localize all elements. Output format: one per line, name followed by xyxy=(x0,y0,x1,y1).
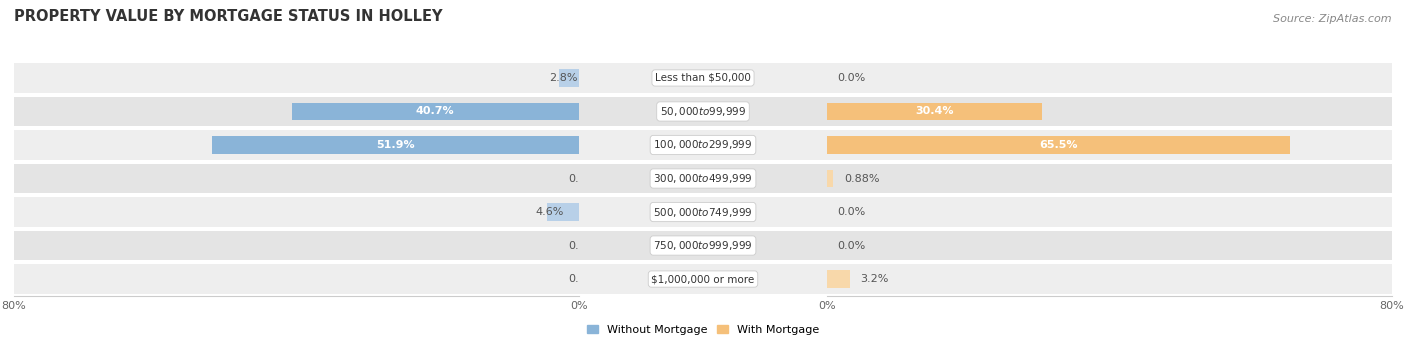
Bar xyxy=(0,97,1406,126)
Bar xyxy=(560,69,579,87)
Bar xyxy=(827,136,1289,154)
Bar xyxy=(291,103,579,120)
Bar xyxy=(0,97,1406,126)
Bar xyxy=(0,198,1406,226)
Bar xyxy=(0,131,1406,159)
Text: 0.0%: 0.0% xyxy=(568,240,596,251)
Bar xyxy=(0,131,1406,159)
Text: 0.0%: 0.0% xyxy=(568,173,596,184)
Bar xyxy=(0,63,1406,92)
Bar xyxy=(0,63,1406,92)
Text: $100,000 to $299,999: $100,000 to $299,999 xyxy=(654,138,752,152)
Bar xyxy=(827,270,849,288)
Text: $300,000 to $499,999: $300,000 to $499,999 xyxy=(654,172,752,185)
Text: 51.9%: 51.9% xyxy=(377,140,415,150)
Text: 0.0%: 0.0% xyxy=(838,240,866,251)
Bar xyxy=(212,136,579,154)
Legend: Without Mortgage, With Mortgage: Without Mortgage, With Mortgage xyxy=(582,320,824,339)
Text: $50,000 to $99,999: $50,000 to $99,999 xyxy=(659,105,747,118)
Bar xyxy=(827,103,1042,120)
Bar xyxy=(0,131,1406,159)
Text: 2.8%: 2.8% xyxy=(548,73,576,83)
Text: 3.2%: 3.2% xyxy=(860,274,889,284)
Text: PROPERTY VALUE BY MORTGAGE STATUS IN HOLLEY: PROPERTY VALUE BY MORTGAGE STATUS IN HOL… xyxy=(14,9,443,24)
Bar xyxy=(0,265,1406,294)
Text: $1,000,000 or more: $1,000,000 or more xyxy=(651,274,755,284)
Text: 4.6%: 4.6% xyxy=(536,207,564,217)
Bar xyxy=(0,97,1406,126)
Text: $750,000 to $999,999: $750,000 to $999,999 xyxy=(654,239,752,252)
Bar xyxy=(547,203,579,221)
Bar xyxy=(0,231,1406,260)
Bar xyxy=(0,164,1406,193)
Text: Source: ZipAtlas.com: Source: ZipAtlas.com xyxy=(1274,14,1392,24)
Text: 0.0%: 0.0% xyxy=(838,73,866,83)
Text: 40.7%: 40.7% xyxy=(416,106,454,117)
Bar xyxy=(0,231,1406,260)
Bar xyxy=(0,198,1406,226)
Bar xyxy=(0,265,1406,294)
Bar xyxy=(827,170,834,187)
Bar xyxy=(0,265,1406,294)
Text: 0.0%: 0.0% xyxy=(568,274,596,284)
Text: 0.0%: 0.0% xyxy=(838,207,866,217)
Text: 65.5%: 65.5% xyxy=(1039,140,1077,150)
Text: 30.4%: 30.4% xyxy=(915,106,953,117)
Bar xyxy=(0,231,1406,260)
Bar xyxy=(0,164,1406,193)
Bar xyxy=(0,63,1406,92)
Bar xyxy=(0,198,1406,226)
Text: Less than $50,000: Less than $50,000 xyxy=(655,73,751,83)
Text: $500,000 to $749,999: $500,000 to $749,999 xyxy=(654,205,752,219)
Text: 0.88%: 0.88% xyxy=(844,173,879,184)
Bar xyxy=(0,164,1406,193)
